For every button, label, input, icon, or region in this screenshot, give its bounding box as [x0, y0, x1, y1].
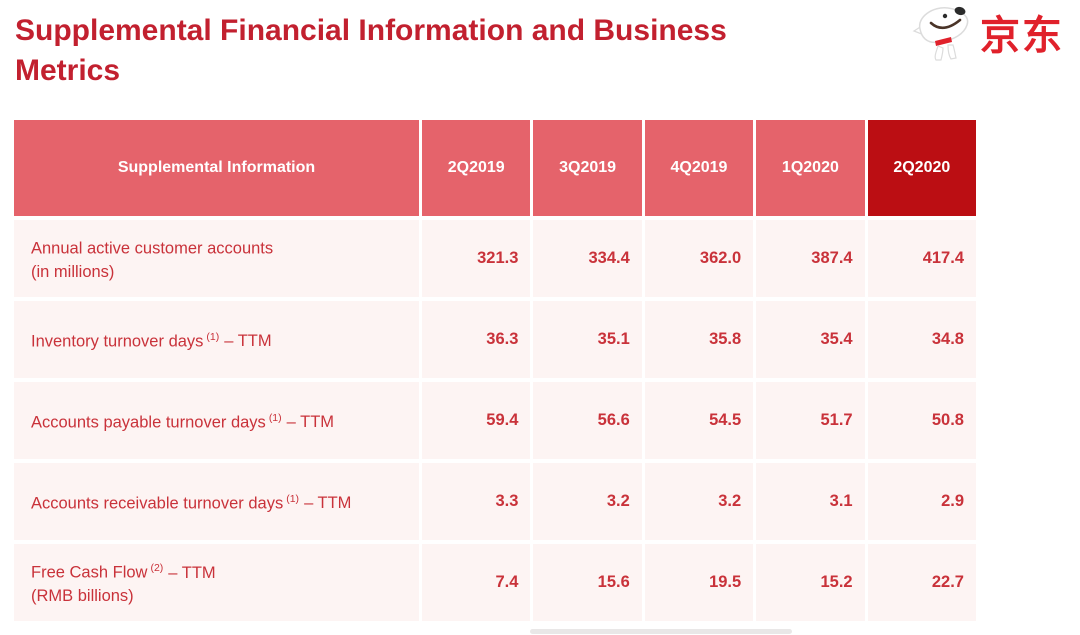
table-cell: 54.5 [644, 382, 754, 459]
footnote-marker: (2) [150, 562, 164, 575]
row-label-suffix: – TTM [286, 413, 335, 432]
supplemental-info-table: Supplemental Information 2Q2019 3Q2019 4… [14, 120, 976, 621]
table-cell: 35.1 [533, 301, 642, 378]
page-title-line-2: Metrics [15, 54, 121, 87]
row-label-suffix: – TTM [304, 494, 352, 513]
table-cell: 19.5 [644, 544, 754, 621]
horizontal-scrollbar-thumb[interactable] [530, 629, 792, 634]
table-cell: 3.3 [422, 463, 531, 540]
footnote-marker: (1) [268, 411, 282, 424]
table-cell: 3.1 [756, 463, 865, 540]
table-header-4q2019: 4Q2019 [644, 120, 754, 216]
table-header-2q2020: 2Q2020 [867, 120, 976, 216]
table-cell: 15.2 [756, 544, 865, 621]
row-label-inventory-turnover-days: Inventory turnover days (1) – TTM [14, 301, 419, 378]
table-cell: 35.8 [644, 301, 754, 378]
row-label-text: Accounts payable turnover days (1) – TTM [31, 407, 413, 435]
table-cell: 3.2 [644, 463, 754, 540]
table-cell: 22.7 [867, 544, 976, 621]
table-cell: 59.4 [422, 382, 531, 459]
row-label-suffix: – TTM [224, 332, 272, 351]
row-label-text: Annual active customer accounts [31, 233, 413, 261]
row-label-text: Free Cash Flow (2) – TTM [31, 557, 413, 585]
table-cell: 56.6 [533, 382, 642, 459]
row-label-free-cash-flow: Free Cash Flow (2) – TTM (RMB billions) [14, 544, 419, 621]
row-label-annual-active-customers: Annual active customer accounts (in mill… [14, 220, 419, 297]
row-label-main: Free Cash Flow [31, 563, 148, 582]
table-cell: 36.3 [422, 301, 531, 378]
row-label-main: Accounts receivable turnover days [31, 494, 284, 513]
table-cell: 15.6 [533, 544, 642, 621]
row-label-accounts-receivable-turnover-days: Accounts receivable turnover days (1) – TT… [14, 463, 419, 540]
table-header-supplemental-information: Supplemental Information [14, 120, 419, 216]
table-cell: 387.4 [756, 220, 865, 297]
table-cell: 35.4 [756, 301, 865, 378]
table-header-3q2019: 3Q2019 [533, 120, 642, 216]
page-title-line-1: Supplemental Financial Information and B… [15, 14, 727, 47]
table-cell: 321.3 [422, 220, 531, 297]
jd-logo: 京东 [910, 4, 1064, 67]
table-cell: 3.2 [533, 463, 642, 540]
jd-brand-text: 京东 [980, 13, 1064, 58]
table-cell: 334.4 [533, 220, 642, 297]
table-cell: 7.4 [422, 544, 531, 621]
row-label-accounts-payable-turnover-days: Accounts payable turnover days (1) – TTM [14, 382, 419, 459]
table-cell: 2.9 [867, 463, 976, 540]
row-label-subtext: (in millions) [31, 262, 115, 281]
row-label-text: Inventory turnover days (1) – TTM [31, 326, 413, 354]
row-label-text: Accounts receivable turnover days (1) – TT… [31, 488, 413, 516]
footnote-marker: (1) [286, 492, 300, 505]
table-cell: 417.4 [867, 220, 976, 297]
table-header-2q2019: 2Q2019 [422, 120, 531, 216]
row-label-main: Inventory turnover days [31, 332, 204, 351]
row-label-main: Accounts payable turnover days [31, 413, 266, 432]
jd-joy-dog-icon [910, 4, 976, 67]
footnote-marker: (1) [206, 330, 220, 343]
page-title: Supplemental Financial Information and B… [15, 11, 835, 91]
table-cell: 50.8 [867, 382, 976, 459]
table-cell: 51.7 [756, 382, 865, 459]
row-label-main: Annual active customer accounts [31, 239, 274, 258]
table-header-1q2020: 1Q2020 [756, 120, 865, 216]
table-cell: 34.8 [867, 301, 976, 378]
row-label-subtext: (RMB billions) [31, 586, 134, 605]
row-label-suffix: – TTM [168, 563, 216, 582]
table-cell: 362.0 [644, 220, 754, 297]
